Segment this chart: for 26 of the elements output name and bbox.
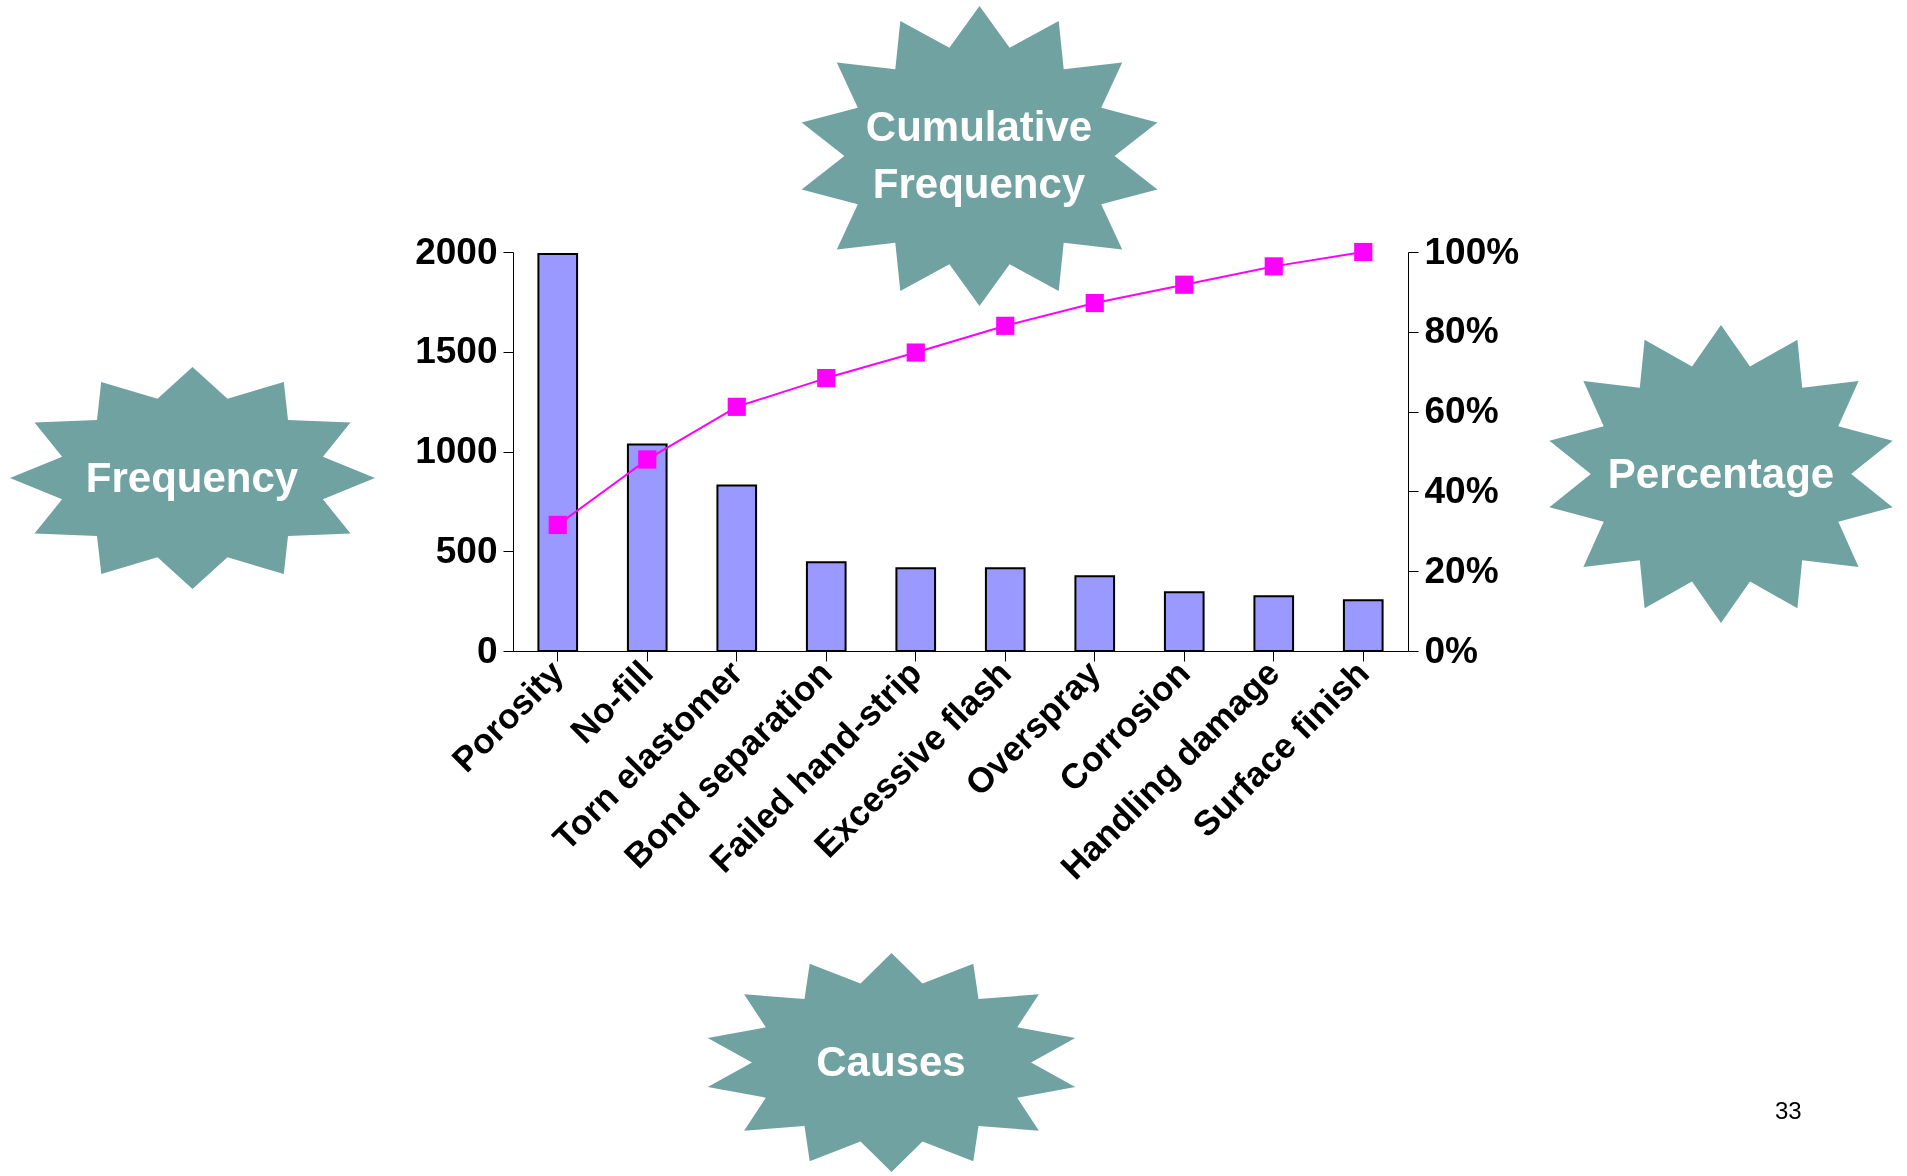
y2-tick-label: 20% <box>1424 549 1499 591</box>
text: 33 <box>1775 1097 1802 1125</box>
point <box>906 343 925 362</box>
point <box>1354 242 1373 262</box>
y2-axis-title: Percentage <box>1607 448 1835 499</box>
y-tick-label: 1000 <box>415 430 498 471</box>
point <box>638 450 657 469</box>
point <box>1264 257 1283 276</box>
y2-tick-label: 80% <box>1424 310 1499 352</box>
point <box>817 369 836 388</box>
y-tick-label: 500 <box>435 529 498 571</box>
y-axis-title: Frequency <box>85 452 299 503</box>
y2-tick-label: 40% <box>1424 469 1499 511</box>
starburst-shape: Frequency <box>9 367 375 589</box>
y2-tick-label: 0% <box>1424 629 1478 671</box>
y-tick-label: 0 <box>476 629 498 671</box>
y-tick-label: 2000 <box>415 230 498 272</box>
point <box>548 515 567 534</box>
point <box>1175 275 1194 294</box>
y2-tick-label: 100% <box>1424 230 1520 272</box>
point <box>1085 293 1104 313</box>
point <box>727 397 746 416</box>
point <box>996 316 1015 335</box>
y2-tick-label: 60% <box>1424 390 1499 432</box>
x-axis-title: Causes <box>816 1036 966 1087</box>
y-tick-label: 1500 <box>415 330 498 372</box>
